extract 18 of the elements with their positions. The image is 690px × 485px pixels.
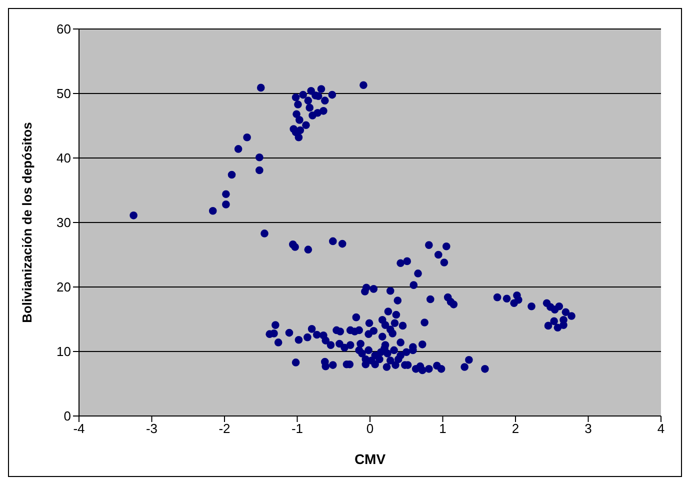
x-tick-label: -4 (73, 421, 85, 436)
y-tick-label: 30 (56, 215, 71, 230)
y-tick-label: 60 (56, 22, 71, 37)
y-tick-label: 0 (64, 408, 71, 424)
y-tick-label: 50 (56, 86, 71, 102)
x-tick-label: 1 (439, 421, 446, 436)
x-tick-label: 0 (366, 421, 374, 436)
x-tick-label: 4 (657, 421, 665, 436)
y-tick-label: 10 (56, 344, 71, 360)
x-tick-label: -3 (146, 421, 158, 436)
x-tick-label: -1 (291, 421, 304, 436)
x-tick-label: 3 (584, 421, 592, 436)
x-tick-label: 2 (512, 421, 520, 436)
y-tick-label: 20 (56, 280, 71, 295)
y-axis-title: Bolivianización de los depósitos (20, 122, 35, 323)
x-axis-title: CMV (354, 451, 386, 467)
x-tick-label: -2 (218, 421, 230, 436)
y-tick-label: 40 (56, 150, 71, 166)
